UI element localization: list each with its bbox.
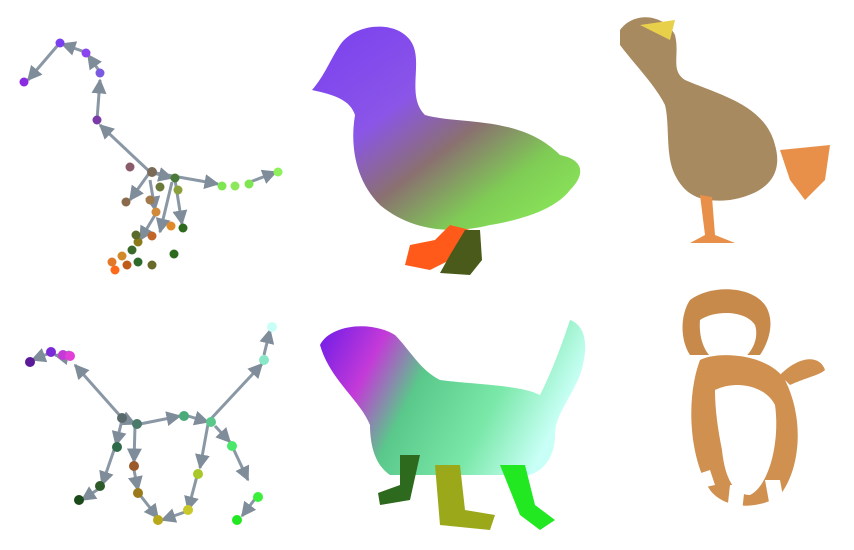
duck-silhouette-panel: [300, 15, 590, 285]
dog-silhouette-panel: [300, 305, 600, 550]
dog-skeleton-panel: [0, 300, 290, 550]
dog-silhouette-icon: [320, 320, 586, 530]
duck-skeleton-panel: [0, 0, 290, 280]
duck-photo-panel: [600, 5, 854, 280]
dog-photo-icon: [645, 289, 825, 535]
dog-photo-panel: [630, 280, 854, 550]
dog-skeleton-icon: [25, 322, 277, 525]
duck-skeleton-icon: [19, 38, 283, 275]
duck-silhouette-icon: [312, 26, 581, 275]
duck-photo-icon: [620, 17, 830, 243]
